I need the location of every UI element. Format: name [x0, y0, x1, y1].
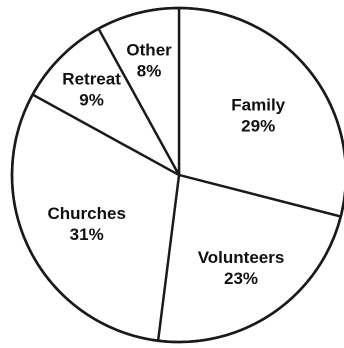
- pie-outline: [10, 6, 344, 344]
- slice-value-volunteers: 23%: [224, 269, 258, 288]
- slice-label-retreat: Retreat: [62, 70, 121, 89]
- slice-value-retreat: 9%: [79, 91, 104, 110]
- pie-slices: [10, 6, 344, 344]
- slice-label-family: Family: [231, 96, 285, 115]
- slice-label-other: Other: [126, 41, 172, 60]
- slice-value-other: 8%: [137, 62, 162, 81]
- slice-value-family: 29%: [241, 117, 275, 136]
- slice-label-volunteers: Volunteers: [198, 248, 285, 267]
- pie-labels: Family 29% Volunteers 23% Churches 31% Retreat…: [47, 41, 285, 289]
- slice-label-churches: Churches: [47, 204, 125, 223]
- slice-value-churches: 31%: [70, 225, 104, 244]
